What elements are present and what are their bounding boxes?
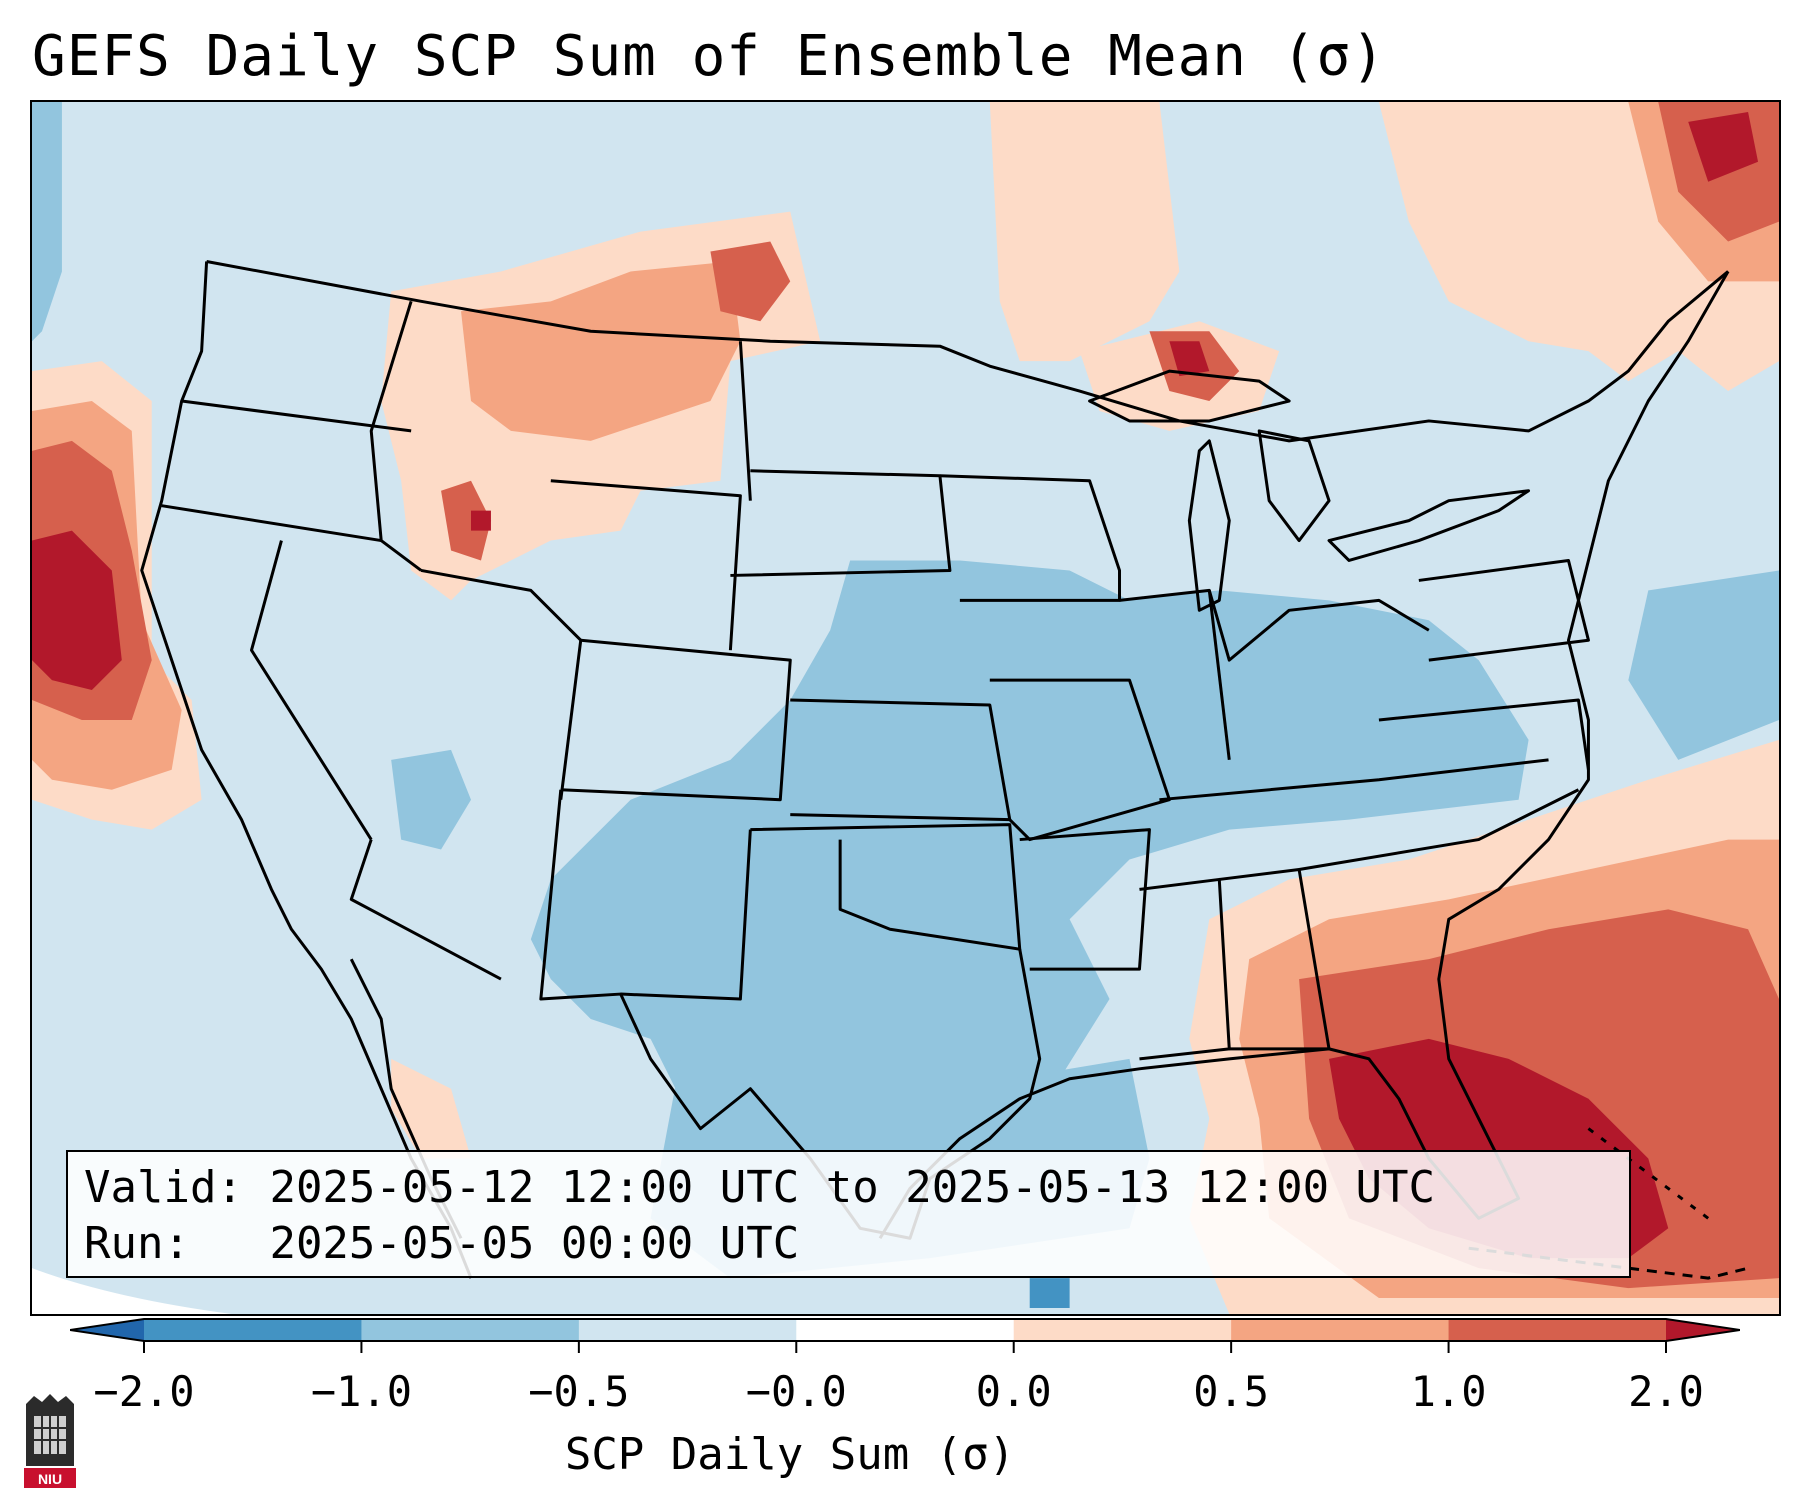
colorbar-extend-min — [70, 1319, 144, 1341]
map-title: GEFS Daily SCP Sum of Ensemble Mean (σ) — [32, 24, 1386, 89]
logo-text: NIU — [38, 1471, 62, 1487]
state-line-ut — [420, 568, 583, 800]
niu-logo: NIU — [24, 1394, 76, 1488]
colorbar-tick-label: −2.0 — [93, 1367, 195, 1416]
colorbar-tick-label: 0.0 — [975, 1367, 1052, 1416]
gulf-strong-negative — [1029, 1278, 1070, 1309]
state-line-tn-ky — [1159, 758, 1549, 802]
scp-map — [32, 102, 1779, 1314]
colorbar-segment — [1013, 1319, 1232, 1341]
colorbar-tick-label: −0.0 — [745, 1367, 847, 1416]
pacific-negative-strip — [32, 102, 62, 342]
colorbar-segment — [144, 1319, 362, 1341]
montana-moderate-anomaly — [461, 261, 741, 441]
colorbar-segment — [1231, 1319, 1450, 1341]
validity-box: Valid: 2025-05-12 12:00 UTC to 2025-05-1… — [66, 1150, 1631, 1278]
map-panel[interactable] — [30, 100, 1781, 1316]
arizona-negative — [391, 749, 471, 850]
state-line-ne-ks — [790, 698, 1012, 822]
colorbar-segment — [578, 1319, 797, 1341]
valid-text: 2025-05-12 12:00 UTC to 2025-05-13 12:00… — [269, 1162, 1436, 1213]
lake-erie-ontario — [1327, 489, 1531, 562]
colorbar-tick-label: −0.5 — [528, 1367, 630, 1416]
colorbar-segment — [361, 1319, 580, 1341]
state-line-ar-la — [1019, 828, 1151, 971]
colorbar-tick-label: 1.0 — [1410, 1367, 1487, 1416]
cuba-coastline — [1468, 1246, 1749, 1280]
state-line-or-ca — [161, 504, 382, 543]
colorbar-extend-max — [1666, 1319, 1740, 1341]
state-line-id-mt — [369, 300, 423, 572]
idaho-peak-anomaly — [470, 510, 491, 531]
colorbar-tick-label: 2.0 — [1628, 1367, 1704, 1416]
state-line-ok — [750, 823, 1022, 951]
atlantic-negative — [1628, 570, 1779, 760]
colorbar-segment — [1448, 1319, 1667, 1341]
valid-label: Valid: — [84, 1162, 243, 1213]
colorbar-tick-label: −1.0 — [310, 1367, 412, 1416]
pacific-peak-anomaly — [32, 530, 122, 691]
idaho-strong-anomaly — [441, 480, 491, 561]
run-row: Run: 2025-05-05 00:00 UTC — [84, 1216, 1613, 1272]
colorbar-segment — [796, 1319, 1015, 1341]
manitoba-anomaly — [989, 102, 1180, 362]
state-line-ms-al — [1139, 877, 1231, 1061]
state-line-ga-fl — [1219, 867, 1331, 1051]
state-line-co — [560, 638, 792, 802]
saskatchewan-strong-anomaly — [710, 241, 791, 322]
lake-michigan — [1187, 439, 1231, 612]
quebec-peak — [1688, 111, 1759, 182]
lake-superior-peak — [1169, 341, 1210, 377]
run-label: Run: — [84, 1218, 190, 1269]
state-line-nv — [250, 540, 373, 841]
colorbar — [70, 1318, 1740, 1353]
state-line-sc-nc — [1298, 788, 1580, 871]
colorbar-tick-label: 0.5 — [1193, 1367, 1270, 1416]
projection-edge — [32, 1268, 232, 1314]
state-line-in-oh — [1207, 590, 1231, 761]
lake-huron — [1257, 429, 1331, 543]
state-line-wy — [550, 479, 742, 651]
run-text: 2025-05-05 00:00 UTC — [269, 1218, 800, 1269]
valid-row: Valid: 2025-05-12 12:00 UTC to 2025-05-1… — [84, 1160, 1613, 1216]
colorbar-title: SCP Daily Sum (σ) — [564, 1429, 1016, 1480]
state-line-va — [1378, 698, 1590, 771]
state-line-dakotas — [730, 469, 952, 577]
state-line-mn-ia — [939, 474, 1122, 602]
lake-superior — [1088, 369, 1291, 423]
state-line-midwest — [1119, 588, 1430, 662]
central-plains-negative — [530, 560, 1529, 1199]
state-line-az-ca — [349, 839, 502, 981]
state-line-mt-nd — [738, 341, 752, 501]
pacific-coastline — [140, 261, 473, 1279]
